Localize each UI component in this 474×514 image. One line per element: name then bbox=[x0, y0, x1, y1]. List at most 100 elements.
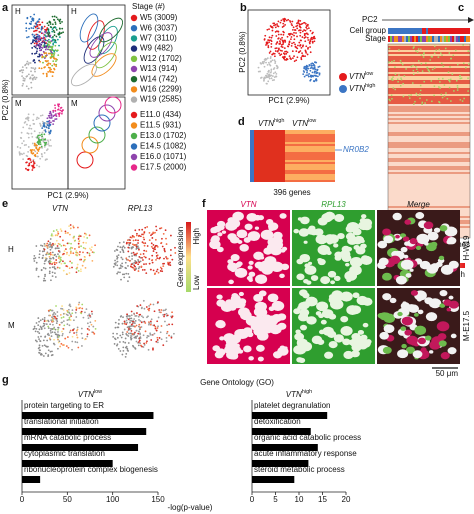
dot bbox=[57, 341, 60, 344]
dot bbox=[80, 245, 82, 248]
dot bbox=[316, 75, 319, 78]
cell-blob bbox=[270, 246, 282, 256]
dot bbox=[301, 30, 304, 33]
dot bbox=[270, 74, 273, 77]
cell-blob bbox=[268, 306, 275, 312]
dot bbox=[53, 343, 56, 346]
dot bbox=[127, 246, 130, 249]
dot bbox=[139, 342, 141, 345]
cell-blob bbox=[446, 307, 452, 312]
dot bbox=[288, 55, 291, 58]
dot bbox=[282, 33, 285, 36]
dot bbox=[269, 71, 272, 74]
dot bbox=[119, 315, 122, 318]
dot bbox=[163, 249, 166, 252]
dot bbox=[274, 26, 277, 29]
dot bbox=[57, 54, 60, 57]
heatmap-speck bbox=[459, 99, 462, 101]
dot bbox=[41, 131, 44, 134]
dot bbox=[88, 247, 91, 250]
heatmap-speck bbox=[417, 48, 420, 50]
stage-cell bbox=[424, 36, 426, 42]
dot bbox=[117, 245, 119, 248]
heatmap-speck bbox=[445, 92, 447, 94]
legend-swatch bbox=[130, 45, 138, 52]
heatmap-speck bbox=[405, 68, 407, 70]
dot bbox=[273, 24, 275, 27]
dot bbox=[143, 249, 146, 252]
dot bbox=[45, 244, 48, 247]
dot bbox=[284, 18, 287, 21]
dot bbox=[268, 41, 270, 44]
dot bbox=[262, 62, 265, 65]
stage-circle bbox=[104, 96, 122, 114]
cell-blob bbox=[409, 238, 418, 245]
dot bbox=[42, 140, 45, 143]
dot bbox=[155, 225, 157, 228]
dot bbox=[64, 248, 67, 250]
dot bbox=[130, 314, 133, 317]
dot bbox=[306, 53, 309, 56]
dot bbox=[308, 63, 311, 66]
dot bbox=[307, 27, 310, 30]
dot bbox=[21, 84, 24, 87]
dot bbox=[44, 267, 47, 270]
dot bbox=[39, 54, 41, 57]
dot bbox=[18, 153, 21, 156]
dot bbox=[64, 337, 67, 340]
dot bbox=[313, 74, 316, 77]
dot bbox=[153, 273, 156, 275]
dot bbox=[68, 225, 70, 228]
dot bbox=[171, 311, 173, 314]
dot bbox=[74, 341, 77, 343]
heatmap-speck bbox=[467, 63, 470, 66]
dot bbox=[23, 144, 26, 147]
legend-swatch bbox=[130, 14, 138, 22]
dot bbox=[47, 354, 50, 356]
stage-cell bbox=[412, 36, 414, 42]
dot bbox=[301, 36, 304, 38]
dot bbox=[306, 69, 309, 72]
dot bbox=[49, 242, 51, 244]
chart-title: VTNhigh bbox=[286, 389, 312, 399]
group-cell bbox=[438, 28, 440, 34]
dot bbox=[305, 51, 308, 54]
dot bbox=[43, 277, 46, 280]
dot bbox=[113, 343, 116, 345]
dot bbox=[127, 325, 130, 328]
cell-blob bbox=[401, 316, 413, 326]
dot bbox=[134, 325, 136, 328]
dot bbox=[58, 20, 61, 23]
heatmap-speck bbox=[403, 75, 406, 77]
dot bbox=[57, 250, 60, 252]
axis-label: PC2 bbox=[362, 15, 378, 24]
cell-blob bbox=[333, 275, 341, 281]
dot bbox=[120, 265, 122, 267]
dot bbox=[46, 124, 49, 127]
dot bbox=[131, 235, 134, 237]
dot bbox=[266, 28, 269, 31]
dot bbox=[114, 321, 117, 324]
dot bbox=[277, 48, 280, 51]
dot bbox=[291, 42, 293, 45]
heatmap-row bbox=[388, 136, 470, 138]
legend-label: W12 (1702) bbox=[140, 54, 182, 63]
cell-blob bbox=[334, 213, 345, 222]
stage-cell bbox=[440, 36, 442, 42]
dot bbox=[50, 234, 53, 237]
dot bbox=[88, 234, 91, 237]
dot bbox=[33, 13, 36, 16]
heatmap-row bbox=[388, 66, 470, 68]
dot bbox=[282, 56, 285, 58]
dot bbox=[273, 55, 276, 58]
dot bbox=[44, 279, 47, 282]
row-label: Cell group bbox=[350, 26, 387, 35]
cell-blob bbox=[230, 236, 239, 244]
dot bbox=[52, 115, 55, 118]
dot bbox=[55, 118, 58, 120]
dot bbox=[30, 20, 33, 23]
cell-blob bbox=[448, 260, 459, 269]
dot bbox=[66, 265, 69, 268]
dot bbox=[289, 38, 292, 41]
dot bbox=[36, 340, 38, 343]
